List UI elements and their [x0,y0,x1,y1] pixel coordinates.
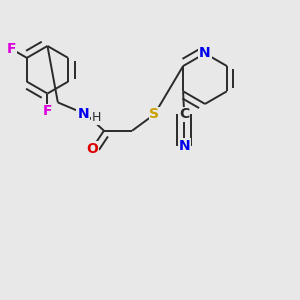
Text: H: H [92,111,101,124]
Text: N: N [178,139,190,152]
Text: C: C [179,107,189,121]
Text: F: F [7,42,16,56]
Text: N: N [77,107,89,121]
Text: F: F [43,104,52,118]
Text: N: N [199,46,211,60]
Text: S: S [149,107,160,121]
Text: O: O [86,142,98,155]
